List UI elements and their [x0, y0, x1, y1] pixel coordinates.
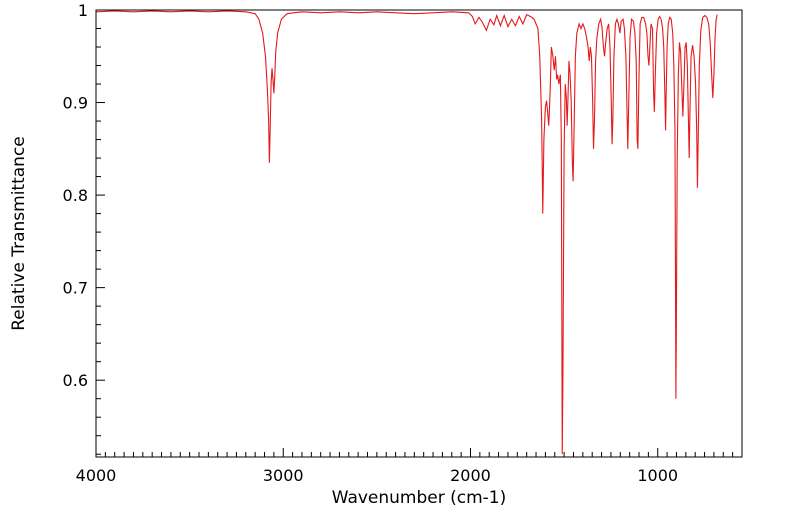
y-tick-label: 1: [78, 1, 88, 20]
y-tick-label: 0.8: [63, 186, 88, 205]
x-axis-label: Wavenumber (cm-1): [332, 488, 507, 508]
y-tick-label: 0.6: [63, 371, 88, 390]
plot-frame: [95, 9, 743, 458]
tick-labels: 4000 3000 2000 1000 1 0.9 0.8 0.7 0.6: [63, 1, 679, 485]
y-tick-label: 0.7: [63, 279, 88, 298]
x-tick-label: 1000: [637, 466, 678, 485]
x-tick-label: 2000: [450, 466, 491, 485]
x-tick-label: 4000: [76, 466, 117, 485]
y-axis-label: Relative Transmittance: [9, 136, 29, 331]
y-tick-label: 0.9: [63, 94, 88, 113]
transmittance-series-line: [95, 10, 718, 455]
x-tick-label: 3000: [263, 466, 304, 485]
axis-ticks: [95, 9, 734, 457]
